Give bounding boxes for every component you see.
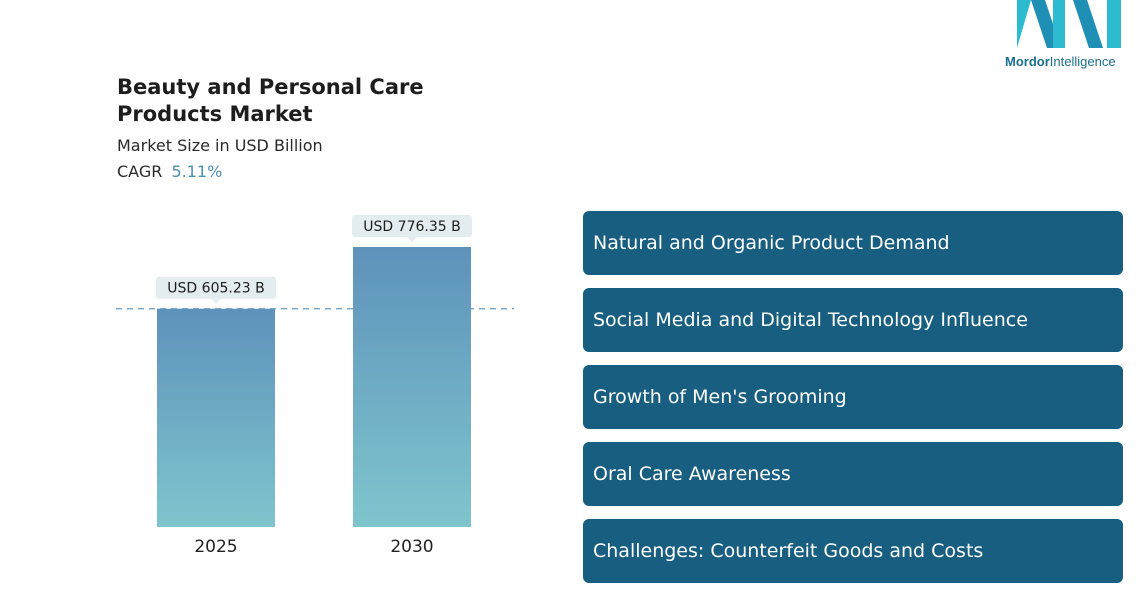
driver-card: Social Media and Digital Technology Infl…: [583, 288, 1123, 352]
data-label-bg: [352, 215, 472, 237]
bar-2030: [353, 247, 471, 527]
data-label: USD 605.23 B: [167, 281, 264, 297]
data-label-pointer: [211, 298, 221, 304]
x-tick-label: 2030: [390, 537, 433, 557]
driver-label: Oral Care Awareness: [593, 463, 791, 485]
driver-card: Natural and Organic Product Demand: [583, 211, 1123, 275]
cagr-value: 5.11%: [171, 162, 223, 181]
chart-subtitle: Market Size in USD Billion: [117, 136, 323, 155]
chart-title: Beauty and Personal Care Products Market: [117, 75, 424, 126]
data-label-bg: [156, 276, 276, 299]
cagr-line: CAGR 5.11%: [117, 162, 222, 181]
mordor-logo-icon: [1017, 0, 1121, 48]
logo-wordmark: MordorIntelligence: [1005, 54, 1116, 69]
data-label-pointer: [407, 237, 417, 242]
driver-label: Natural and Organic Product Demand: [593, 232, 950, 254]
bar-2025: [157, 308, 275, 527]
bar-chart: USD 605.23 B 2025 USD 776.35 B 2030: [116, 215, 514, 557]
driver-card: Challenges: Counterfeit Goods and Costs: [583, 519, 1123, 583]
drivers-list: Natural and Organic Product Demand Socia…: [583, 211, 1123, 596]
driver-label: Growth of Men's Grooming: [593, 386, 847, 408]
driver-label: Challenges: Counterfeit Goods and Costs: [593, 540, 984, 562]
x-tick-label: 2025: [194, 537, 237, 557]
data-label: USD 776.35 B: [363, 219, 460, 235]
cagr-label: CAGR: [117, 162, 163, 181]
driver-card: Growth of Men's Grooming: [583, 365, 1123, 429]
driver-card: Oral Care Awareness: [583, 442, 1123, 506]
driver-label: Social Media and Digital Technology Infl…: [593, 309, 1028, 331]
